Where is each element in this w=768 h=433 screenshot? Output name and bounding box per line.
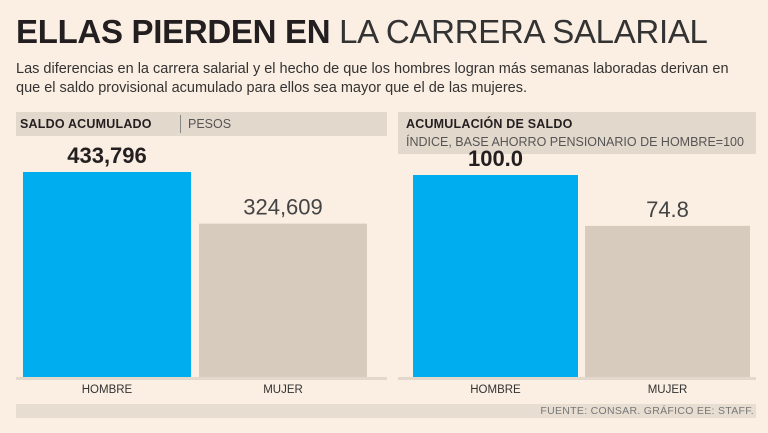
category-label-mujer: MUJER (648, 384, 688, 396)
data-label-hombre: 100.0 (468, 146, 523, 171)
source-note: FUENTE: CONSAR. GRÁFICO EE: STAFF. (540, 405, 754, 417)
bar-mujer (199, 223, 367, 377)
left-panel-unit: PESOS (188, 117, 232, 131)
bar-hombre (23, 172, 191, 377)
left-panel-title: SALDO ACUMULADO (20, 117, 152, 131)
category-label-hombre: HOMBRE (470, 384, 521, 396)
title-light: LA CARRERA SALARIAL (339, 13, 708, 50)
title-bold: ELLAS PIERDEN EN (16, 13, 331, 50)
right-panel-header: ACUMULACIÓN DE SALDO ÍNDICE, BASE AHORRO… (398, 112, 756, 154)
header-separator (180, 115, 181, 133)
x-axis-line (398, 377, 756, 380)
chart-title: ELLAS PIERDEN EN LA CARRERA SALARIAL (16, 12, 708, 52)
right-panel-title: ACUMULACIÓN DE SALDO (406, 117, 573, 131)
right-panel-unit: ÍNDICE, BASE AHORRO PENSIONARIO DE HOMBR… (406, 135, 744, 149)
subtitle: Las diferencias en la carrera salarial y… (16, 61, 729, 96)
left-panel-header: SALDO ACUMULADO PESOS (16, 112, 387, 136)
category-label-hombre: HOMBRE (82, 384, 133, 396)
bar-mujer (585, 225, 750, 377)
bar-hombre (413, 175, 578, 377)
x-axis-line (16, 377, 387, 380)
data-label-mujer: 74.8 (646, 197, 689, 222)
footer-bar (16, 404, 756, 418)
category-label-mujer: MUJER (263, 384, 303, 396)
data-label-mujer: 324,609 (243, 195, 323, 220)
data-label-hombre: 433,796 (67, 143, 147, 168)
